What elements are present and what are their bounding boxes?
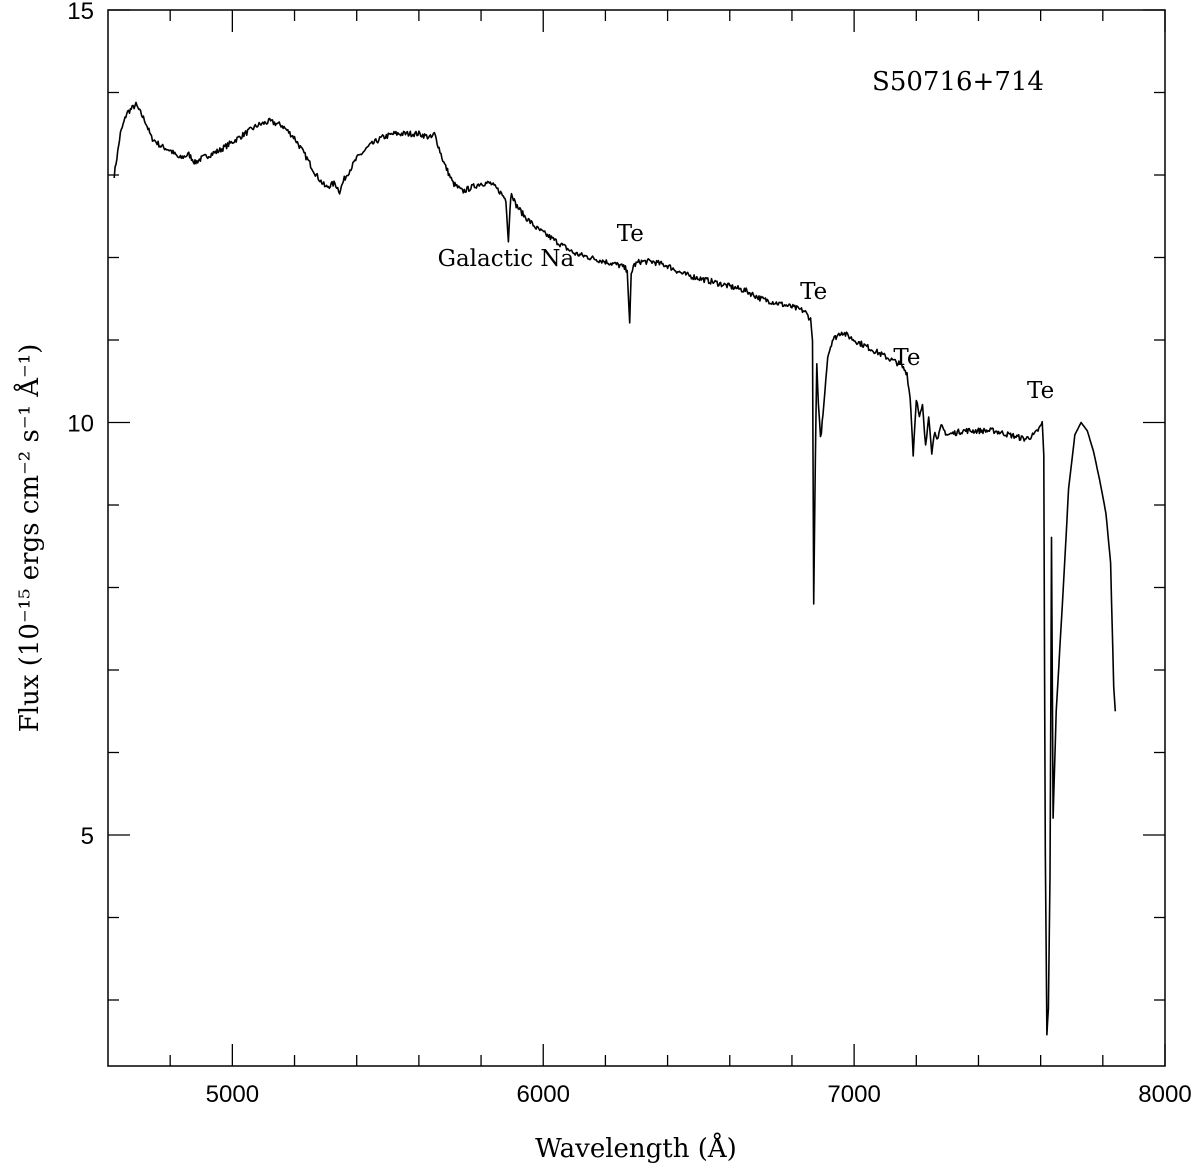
x-tick-label: 5000 (206, 1081, 259, 1108)
x-tick-label: 6000 (517, 1081, 570, 1108)
y-tick-label: 15 (67, 0, 94, 25)
spectrum-line (113, 101, 1117, 1036)
annotation-label: Te (617, 221, 644, 247)
y-axis-label: Flux (10⁻¹⁵ ergs cm⁻² s⁻¹ Å⁻¹) (13, 344, 45, 733)
annotation-label: Te (800, 279, 827, 305)
x-tick-label: 8000 (1138, 1081, 1191, 1108)
annotation-label: Galactic Na (438, 246, 575, 272)
plot-frame (107, 9, 1166, 1067)
x-axis-label: Wavelength (Å) (535, 1132, 737, 1164)
tick-labels: 5000 6000 7000 8000 5 10 15 (67, 0, 1191, 1108)
annotation-label: Te (893, 345, 920, 371)
y-tick-label: 10 (67, 411, 94, 438)
annotation-label: Te (1027, 378, 1054, 404)
axis-ticks (108, 9, 1166, 1066)
annotations: Galactic Na Te Te Te Te (438, 221, 1055, 404)
y-tick-label: 5 (81, 823, 94, 850)
x-tick-label: 7000 (827, 1081, 880, 1108)
chart-title: S50716+714 (872, 67, 1044, 97)
